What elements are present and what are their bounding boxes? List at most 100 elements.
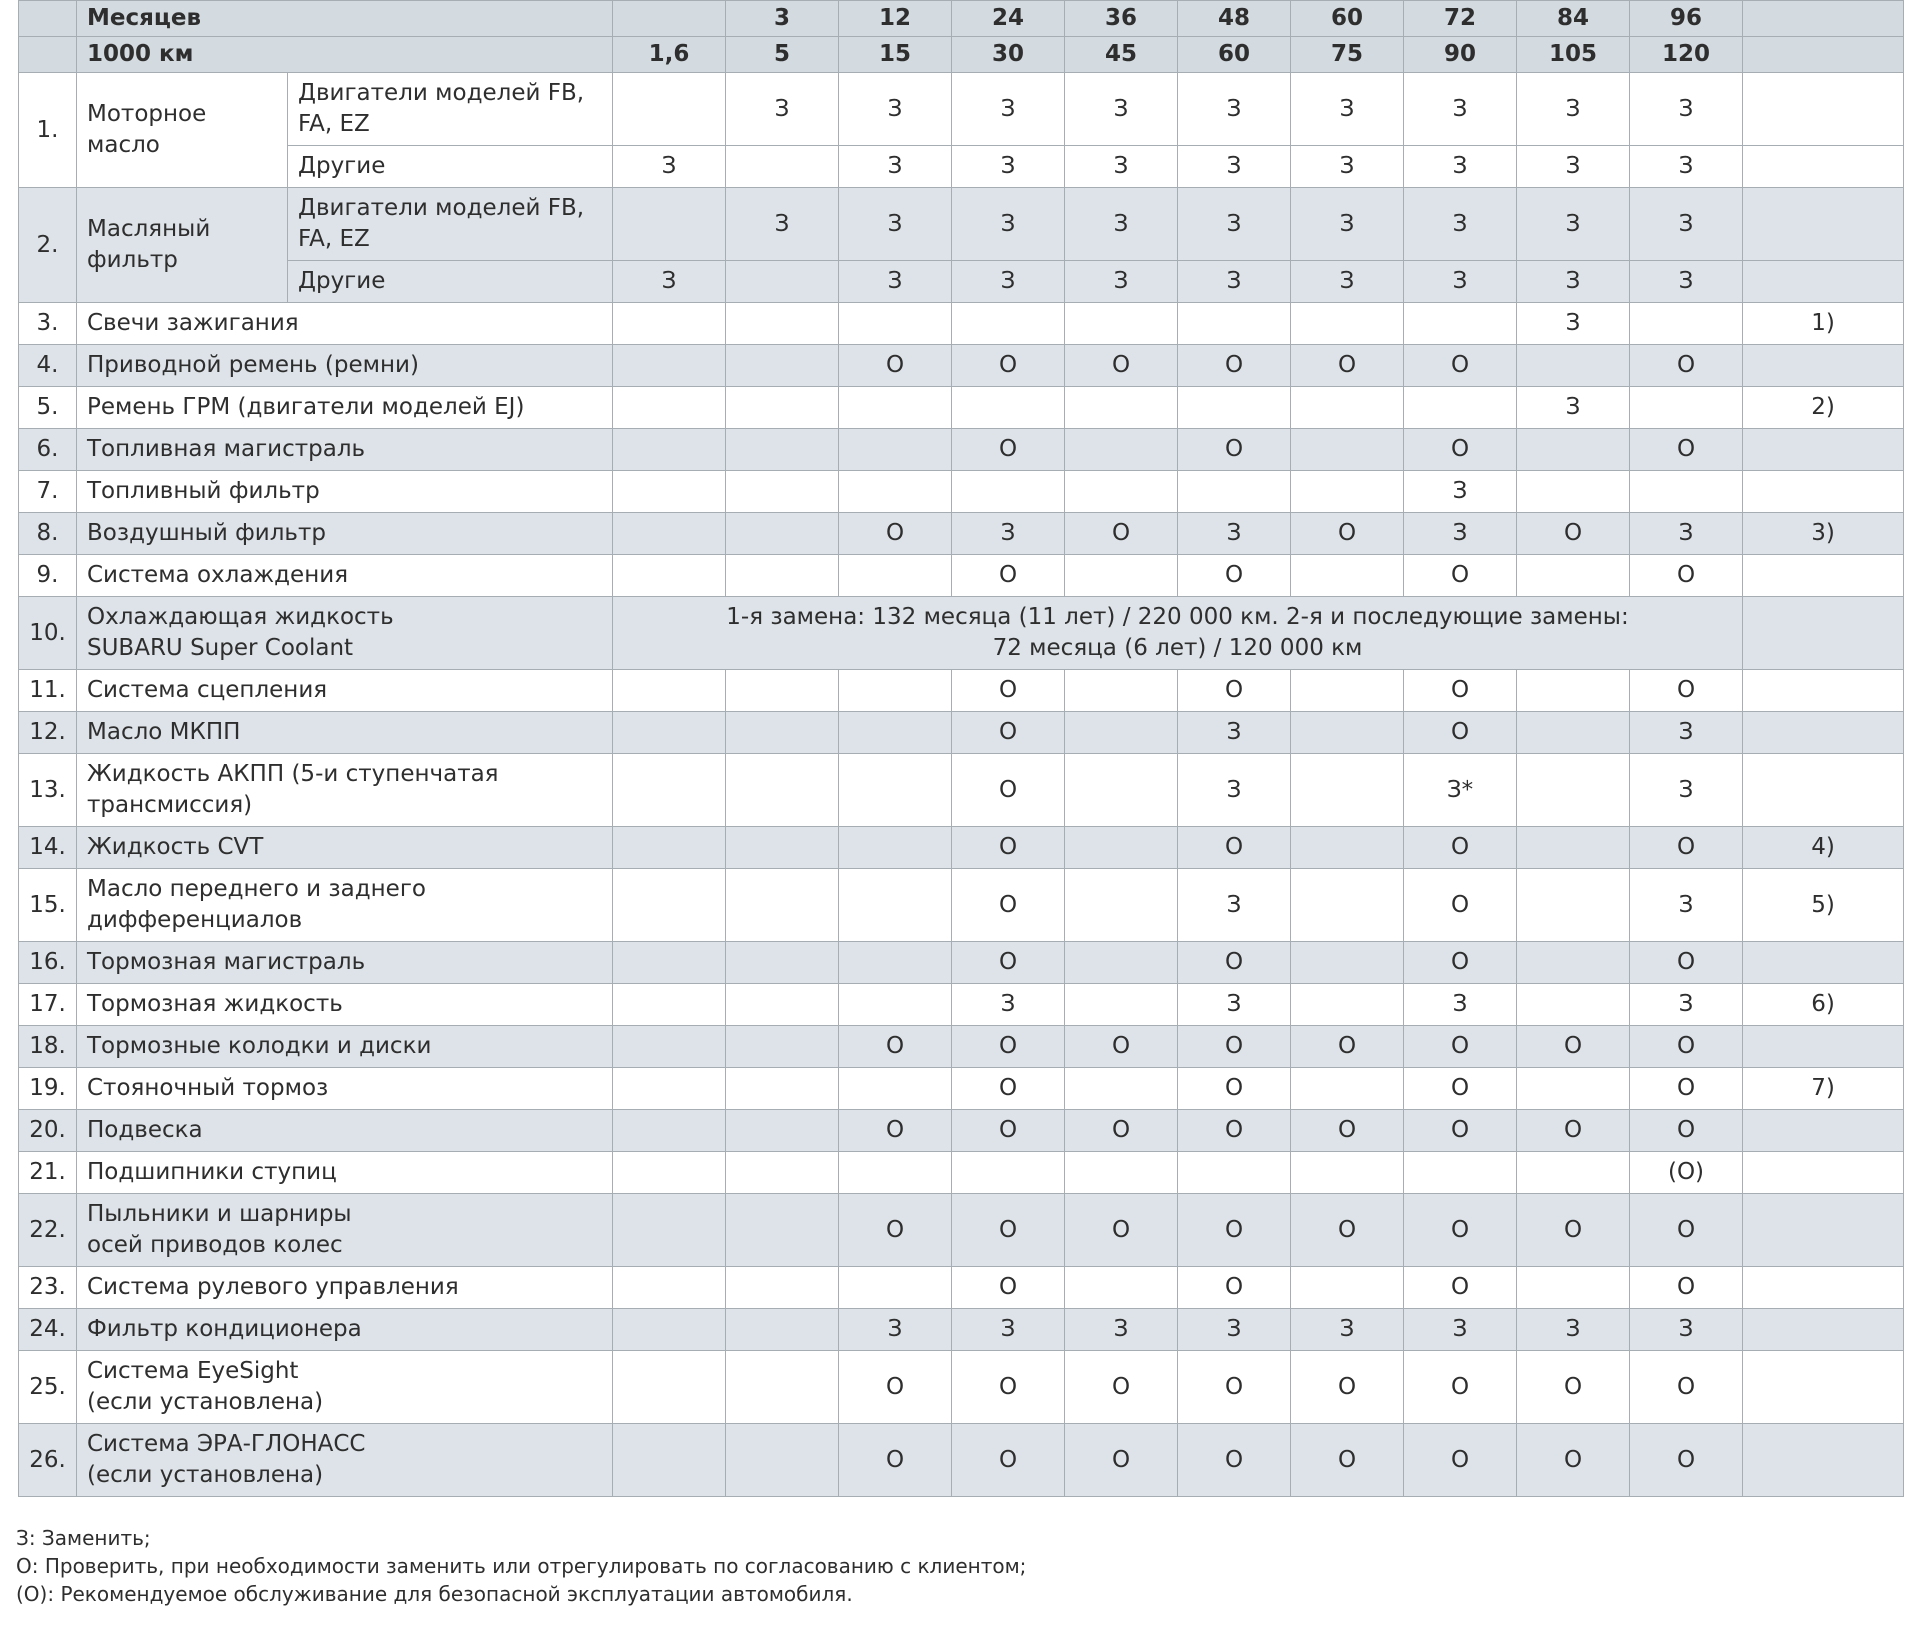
value-cell bbox=[1290, 1067, 1404, 1110]
legend-line: З: Заменить; bbox=[16, 1526, 151, 1550]
value-cell: О bbox=[838, 1423, 952, 1497]
value-cell bbox=[612, 669, 726, 712]
value-cell bbox=[1290, 470, 1404, 513]
km-value: 1,6 bbox=[612, 36, 726, 73]
value-cell: О bbox=[951, 1109, 1065, 1152]
item-name-line: Воздушный фильтр bbox=[87, 520, 326, 546]
value-cell: З bbox=[1177, 1308, 1291, 1351]
item-name-line: Масляный bbox=[87, 216, 211, 242]
value-cell: О bbox=[1516, 1193, 1630, 1267]
note-cell: 6) bbox=[1742, 983, 1904, 1026]
value-cell: З bbox=[1064, 145, 1178, 188]
value-cell: З bbox=[1403, 260, 1517, 303]
value-cell bbox=[1064, 941, 1178, 984]
span-text-line: 72 месяца (6 лет) / 120 000 км bbox=[992, 635, 1363, 661]
value-cell: З bbox=[1629, 260, 1743, 303]
item-name: Свечи зажигания bbox=[76, 302, 613, 345]
value-cell: З bbox=[725, 187, 839, 261]
value-cell: О bbox=[951, 1423, 1065, 1497]
value-cell bbox=[1403, 302, 1517, 345]
header-cell bbox=[18, 36, 77, 73]
item-name: Система сцепления bbox=[76, 669, 613, 712]
row-number: 14. bbox=[18, 826, 77, 869]
value-cell: О bbox=[1403, 941, 1517, 984]
value-cell: З bbox=[1177, 187, 1291, 261]
km-value: 15 bbox=[838, 36, 952, 73]
value-cell: О bbox=[1516, 1109, 1630, 1152]
value-cell: О bbox=[1064, 512, 1178, 555]
value-cell: О bbox=[951, 554, 1065, 597]
value-cell bbox=[1177, 302, 1291, 345]
value-cell: О bbox=[951, 1193, 1065, 1267]
value-cell bbox=[612, 428, 726, 471]
table-row: 5. Ремень ГРМ (двигатели моделей EJ) З 2) bbox=[18, 386, 1904, 429]
sub-item-name-line: Другие bbox=[298, 268, 386, 294]
value-cell: О bbox=[951, 1266, 1065, 1309]
value-cell: О bbox=[1403, 554, 1517, 597]
value-cell: З bbox=[725, 72, 839, 146]
value-cell: О bbox=[838, 344, 952, 387]
value-cell: З bbox=[951, 187, 1065, 261]
note-cell bbox=[1742, 1266, 1904, 1309]
value-cell bbox=[725, 711, 839, 754]
value-cell bbox=[1516, 983, 1630, 1026]
row-number: 4. bbox=[18, 344, 77, 387]
value-cell bbox=[1064, 470, 1178, 513]
value-cell bbox=[1629, 302, 1743, 345]
item-name-line: Тормозные колодки и диски bbox=[87, 1033, 432, 1059]
row-number: 1. bbox=[18, 72, 77, 188]
value-cell bbox=[612, 1350, 726, 1424]
value-cell bbox=[612, 1308, 726, 1351]
item-name-line: осей приводов колес bbox=[87, 1232, 343, 1258]
value-cell: З bbox=[1403, 470, 1517, 513]
value-cell bbox=[725, 1423, 839, 1497]
value-cell bbox=[1064, 386, 1178, 429]
value-cell bbox=[725, 302, 839, 345]
value-cell: З bbox=[1290, 145, 1404, 188]
value-cell bbox=[1064, 1266, 1178, 1309]
value-cell bbox=[612, 1025, 726, 1068]
row-number: 23. bbox=[18, 1266, 77, 1309]
note-cell bbox=[1742, 711, 1904, 754]
value-cell: (О) bbox=[1629, 1151, 1743, 1194]
row-number: 10. bbox=[18, 596, 77, 670]
value-cell bbox=[1516, 428, 1630, 471]
value-cell: О bbox=[1177, 344, 1291, 387]
note-cell bbox=[1742, 260, 1904, 303]
km-value: 75 bbox=[1290, 36, 1404, 73]
value-cell: О bbox=[1629, 1025, 1743, 1068]
item-name-line: Фильтр кондиционера bbox=[87, 1316, 362, 1342]
value-cell bbox=[1516, 753, 1630, 827]
table-body: Месяцев 3 12 24 36 48 60 72 84 96 1000 км 1,6 5 15 30 4… bbox=[18, 0, 1904, 1497]
value-cell: О bbox=[951, 711, 1065, 754]
value-cell bbox=[612, 470, 726, 513]
value-cell: О bbox=[1290, 1193, 1404, 1267]
km-value: 105 bbox=[1516, 36, 1630, 73]
value-cell: О bbox=[1177, 1423, 1291, 1497]
value-cell: З bbox=[1290, 260, 1404, 303]
months-value: 24 bbox=[951, 0, 1065, 37]
value-cell: З* bbox=[1403, 753, 1517, 827]
item-name-line: (если установлена) bbox=[87, 1389, 324, 1415]
value-cell bbox=[612, 983, 726, 1026]
row-number: 19. bbox=[18, 1067, 77, 1110]
value-cell bbox=[1064, 826, 1178, 869]
item-name: Масло МКПП bbox=[76, 711, 613, 754]
value-cell: О bbox=[1064, 1025, 1178, 1068]
value-cell bbox=[725, 1308, 839, 1351]
span-text: 1-я замена: 132 месяца (11 лет) / 220 00… bbox=[612, 596, 1743, 670]
value-cell: З bbox=[1064, 1308, 1178, 1351]
item-name: Система EyeSight (если установлена) bbox=[76, 1350, 613, 1424]
value-cell: З bbox=[951, 260, 1065, 303]
value-cell bbox=[725, 470, 839, 513]
item-name: Стояночный тормоз bbox=[76, 1067, 613, 1110]
item-name: Подшипники ступиц bbox=[76, 1151, 613, 1194]
item-name-line: (если установлена) bbox=[87, 1462, 324, 1488]
table-row: 11. Система сцепления О О О О bbox=[18, 669, 1904, 712]
value-cell bbox=[1516, 711, 1630, 754]
row-number: 6. bbox=[18, 428, 77, 471]
value-cell bbox=[612, 941, 726, 984]
item-name-line: Охлаждающая жидкость bbox=[87, 604, 394, 630]
value-cell bbox=[838, 826, 952, 869]
value-cell bbox=[1516, 1151, 1630, 1194]
